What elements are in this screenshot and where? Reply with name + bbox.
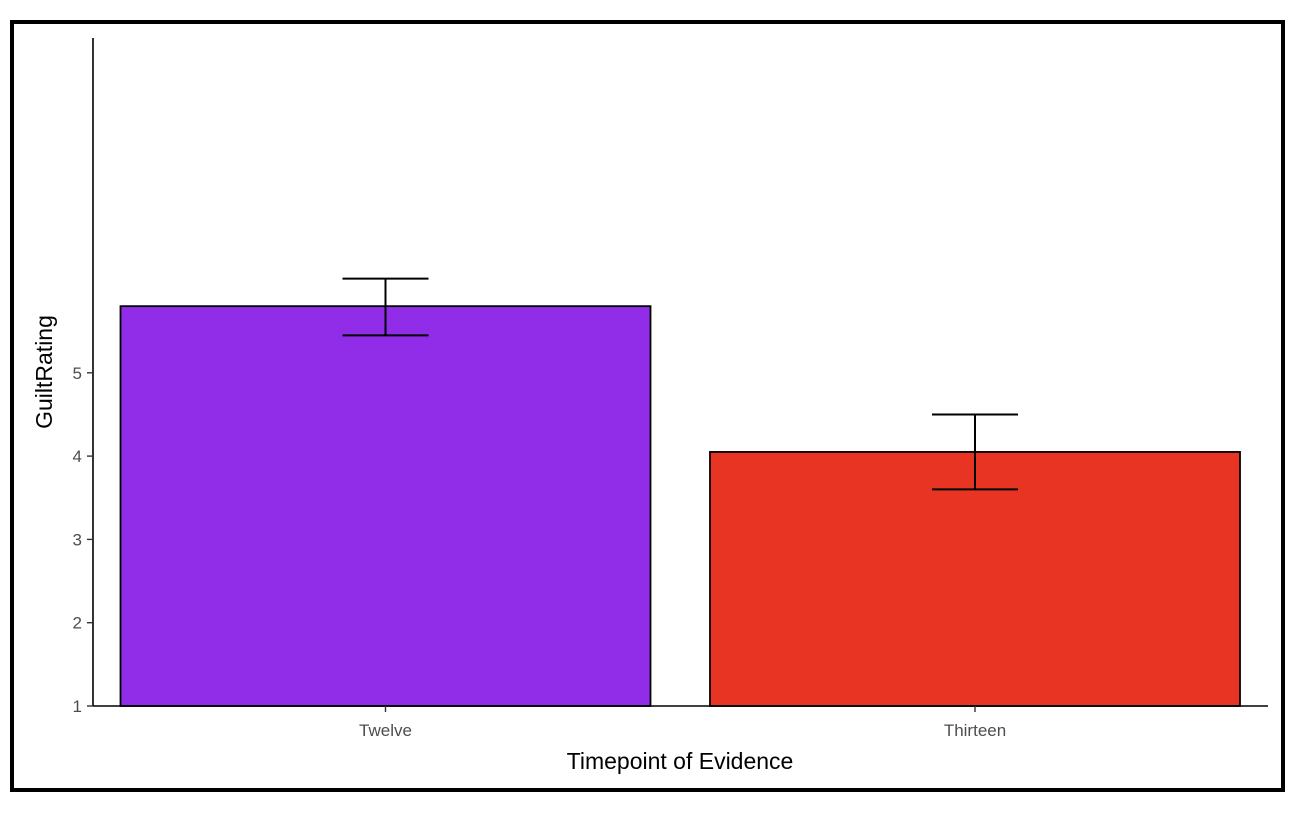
y-tick-label-1: 1 (73, 697, 82, 716)
y-tick-label-4: 4 (73, 447, 82, 466)
plot-area: 1 2 3 4 5 Twelve Thirteen (73, 38, 1268, 740)
x-tick-label-twelve: Twelve (359, 721, 412, 740)
x-axis-title: Timepoint of Evidence (567, 748, 794, 774)
y-tick-label-3: 3 (73, 530, 82, 549)
x-tick-label-thirteen: Thirteen (944, 721, 1006, 740)
y-tick-label-5: 5 (73, 364, 82, 383)
y-tick-label-2: 2 (73, 614, 82, 633)
bar-thirteen (709, 451, 1241, 707)
bar-twelve (119, 305, 652, 707)
y-axis-title: GuiltRating (31, 315, 57, 429)
